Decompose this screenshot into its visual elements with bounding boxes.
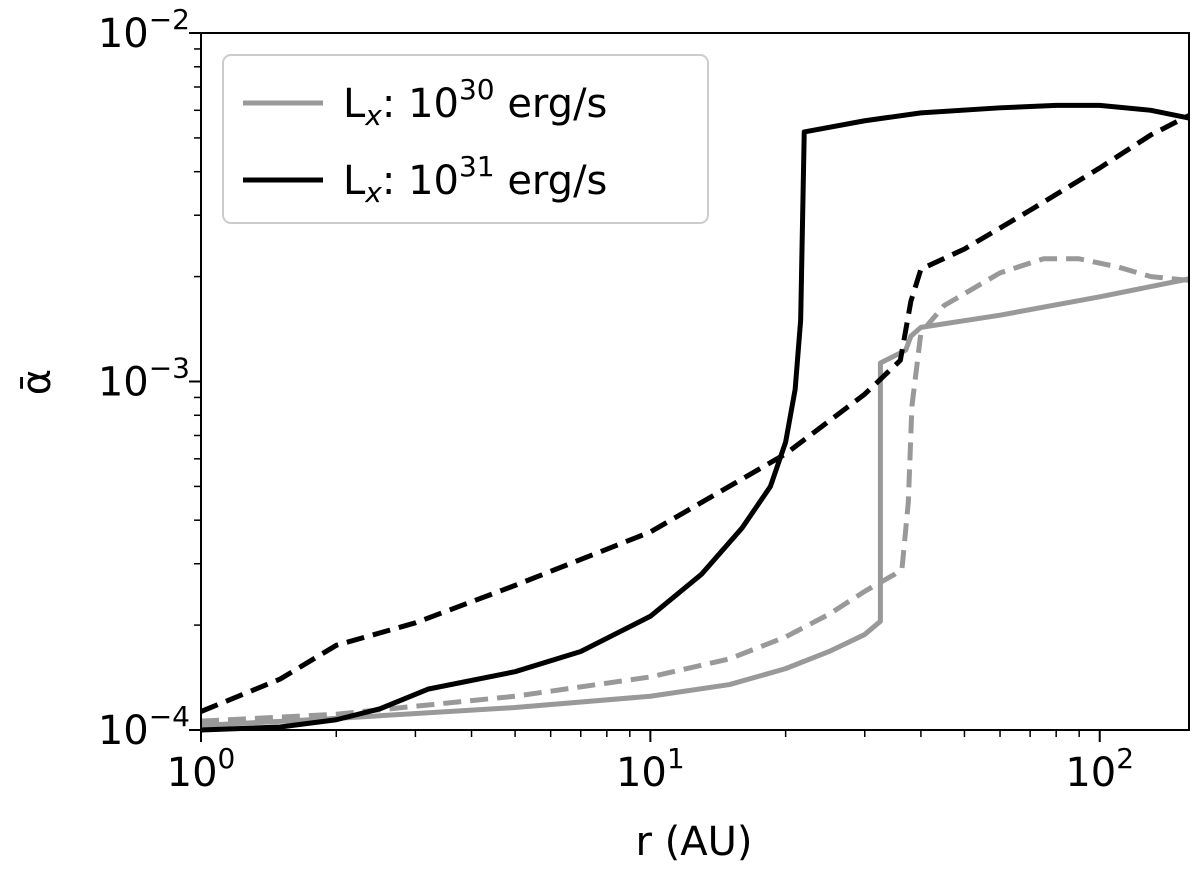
legend-label-lx30: Lx: 1030 erg/s <box>343 73 607 132</box>
x-tick-exponent: 2 <box>1116 742 1134 775</box>
x-tick-base: 10 <box>1065 750 1116 796</box>
series-layer <box>200 102 1191 733</box>
y-tick-label: 10−4 <box>98 700 190 754</box>
x-tick-label: 100 <box>167 742 236 796</box>
legend-label-lx31: Lx: 1031 erg/s <box>343 150 607 209</box>
x-tick-exponent: 1 <box>667 742 685 775</box>
y-tick-labels: 10−4 10−3 10−2 <box>98 3 190 754</box>
series-line-1 <box>200 256 1190 724</box>
y-tick-label: 10−2 <box>98 3 190 57</box>
x-tick-base: 10 <box>167 750 218 796</box>
y-axis-label: ᾱ <box>14 369 60 395</box>
x-tick-label: 101 <box>616 742 685 796</box>
x-tick-label: 102 <box>1065 742 1134 796</box>
series-line-2 <box>200 102 1190 733</box>
series-line-0 <box>200 276 1190 729</box>
series-line-3 <box>200 113 1191 714</box>
y-tick-exponent: −2 <box>149 3 190 36</box>
x-axis-label: r (AU) <box>635 819 752 865</box>
legend: Lx: 1030 erg/s Lx: 1031 erg/s <box>222 54 709 224</box>
y-tick-exponent: −4 <box>149 700 190 733</box>
x-tick-exponent: 0 <box>218 742 236 775</box>
x-tick-base: 10 <box>616 750 667 796</box>
y-tick-base: 10 <box>98 360 149 406</box>
y-tick-base: 10 <box>98 708 149 754</box>
y-tick-exponent: −3 <box>149 352 190 385</box>
ticks-layer <box>189 32 1101 742</box>
y-tick-label: 10−3 <box>98 352 190 406</box>
x-tick-labels: 100 101 102 <box>167 742 1134 796</box>
legend-box <box>222 54 709 224</box>
y-tick-base: 10 <box>98 11 149 57</box>
plot-frame <box>200 32 1190 731</box>
